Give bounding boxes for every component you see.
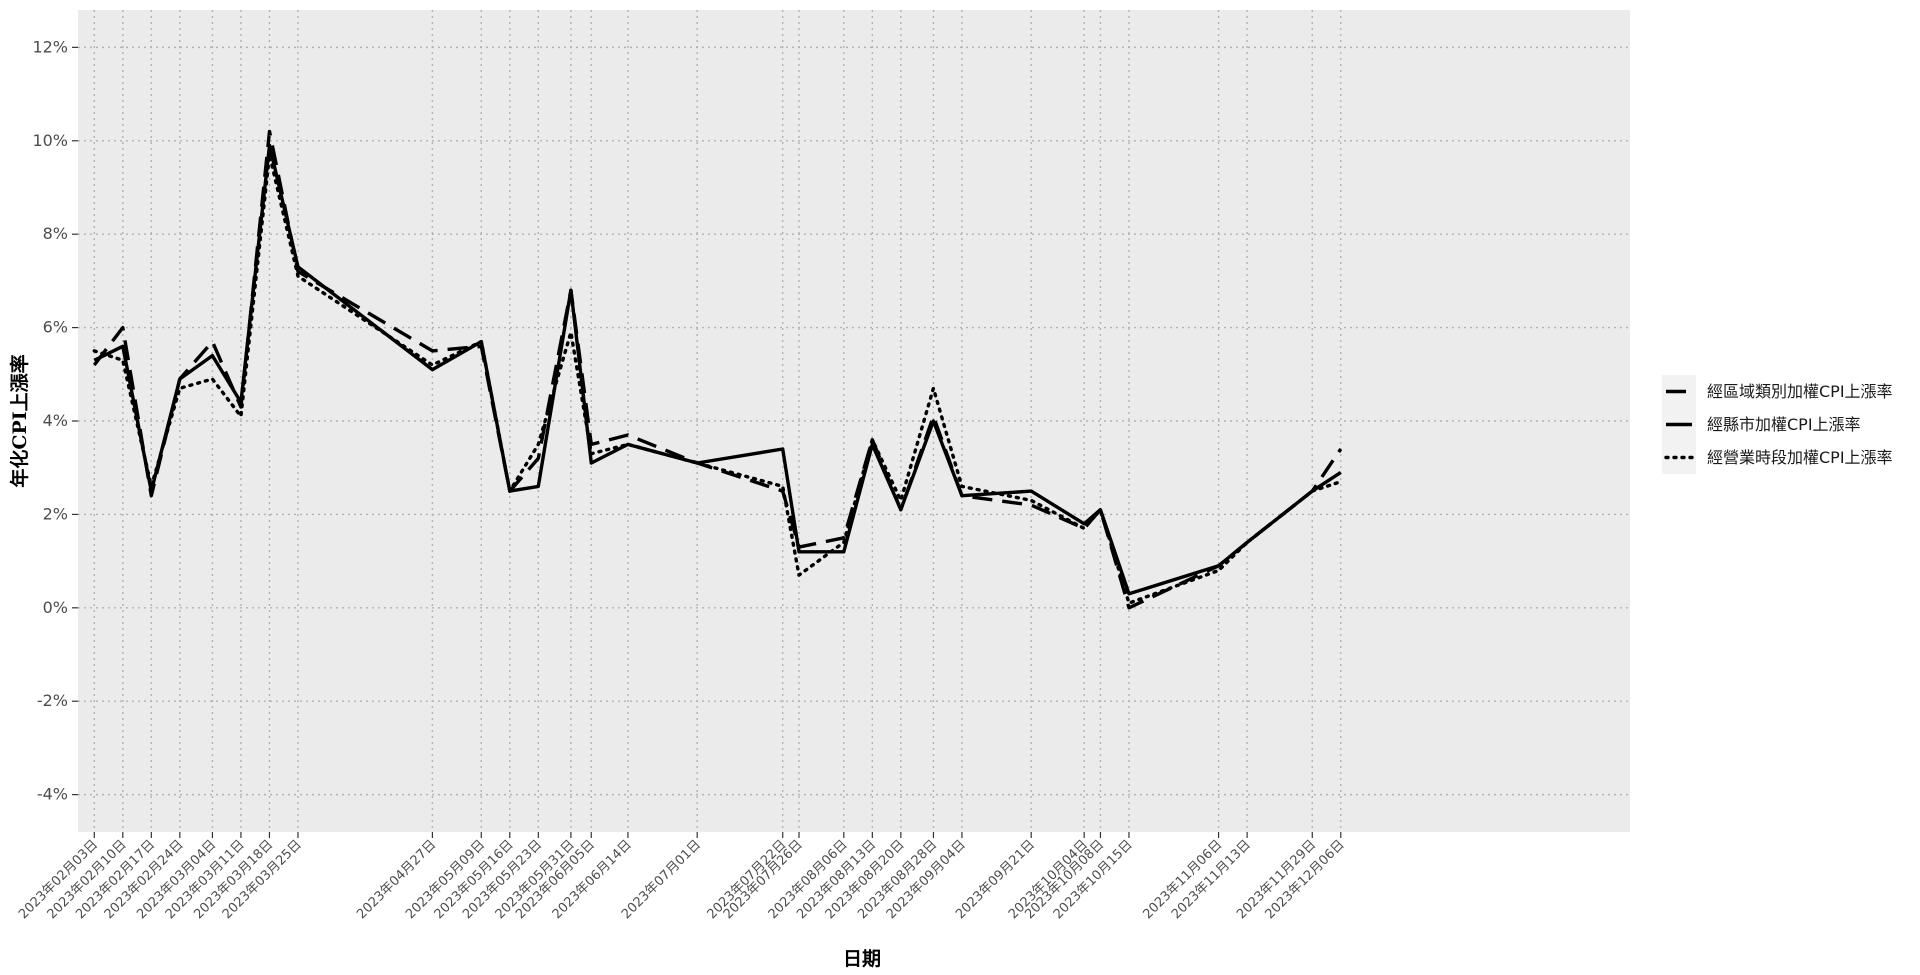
y-axis-ticks: -4% -2% 0% 2% 4% 6% 8% 10% 12%	[32, 37, 78, 804]
plot-panel	[78, 10, 1630, 832]
series-line-2	[93, 143, 1342, 596]
y-axis-title: 年化CPI上漲率	[8, 354, 31, 487]
y-tick-label: 6%	[43, 318, 68, 337]
y-tick-label: 8%	[43, 224, 68, 243]
y-tick-label: -4%	[37, 785, 68, 804]
legend-label-2: 經縣市加權CPI上漲率	[1707, 415, 1861, 434]
y-tick-label: 2%	[43, 504, 68, 523]
y-tick-label: -2%	[37, 691, 68, 710]
x-gridlines	[93, 10, 1342, 832]
y-tick-label: 4%	[43, 411, 68, 430]
legend-label-1: 經區域類別加權CPI上漲率	[1707, 382, 1893, 401]
y-tick-label: 0%	[43, 598, 68, 617]
y-tick-label: 12%	[32, 37, 68, 56]
x-tick-label: 2023年07月26日	[721, 837, 806, 922]
x-axis-ticks: 2023年02月03日2023年02月10日2023年02月17日2023年02…	[16, 832, 1348, 922]
y-gridlines	[78, 46, 1630, 796]
y-tick-label: 10%	[32, 131, 68, 150]
legend-label-3: 經營業時段加權CPI上漲率	[1707, 448, 1893, 467]
series-lines	[92, 129, 1343, 610]
x-axis-title: 日期	[843, 948, 881, 970]
